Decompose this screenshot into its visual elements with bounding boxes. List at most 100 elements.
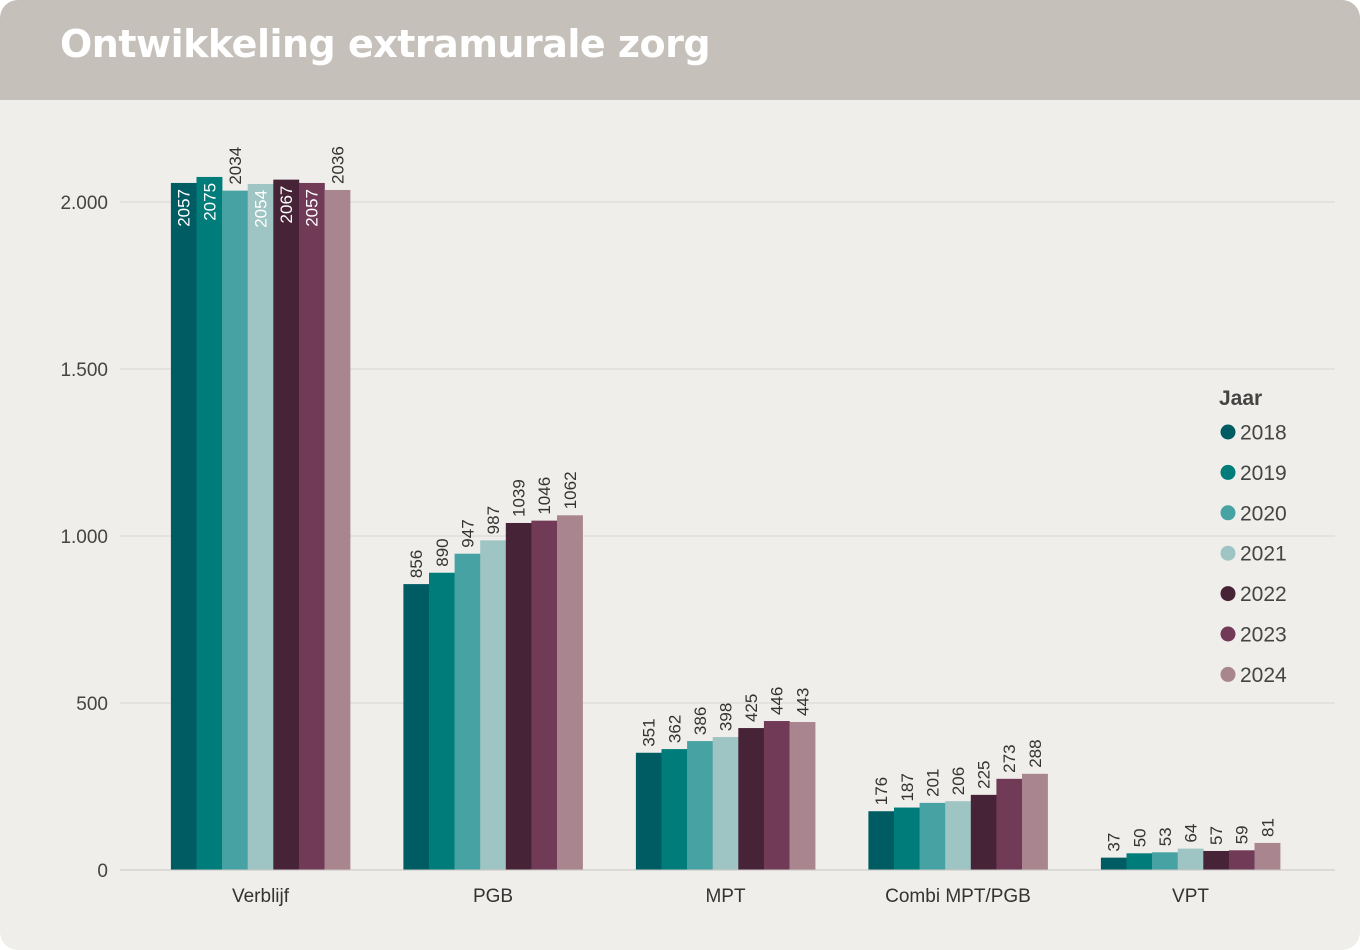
legend-swatch-2021 [1220,545,1236,561]
data-label: 398 [717,703,736,731]
bar-2024-combi-mpt-pgb [1022,773,1048,870]
bar-2024-vpt [1254,842,1281,870]
bar-2019-pgb [429,572,455,870]
data-label: 53 [1156,827,1175,846]
data-label: 1062 [561,471,580,509]
x-category-label: PGB [473,886,513,907]
data-label: 890 [433,538,452,566]
legend-label-2023: 2023 [1240,624,1287,647]
data-label: 2034 [226,147,245,185]
y-tick-label: 0 [97,861,108,882]
data-label: 351 [640,718,659,746]
legend-swatch-2023 [1220,626,1236,642]
data-label: 2057 [303,189,322,227]
data-label: 201 [923,768,942,796]
legend-label-2020: 2020 [1240,502,1287,525]
bar-2019-mpt [661,749,688,870]
bar-2024-verblijf [324,189,351,870]
bars [170,176,1281,871]
data-label: 206 [949,767,968,795]
legend-title: Jaar [1219,387,1262,410]
header-bar: Ontwikkeling extramurale zorg [0,0,1360,100]
x-category-label: MPT [705,886,746,907]
legend-label-2018: 2018 [1240,422,1287,445]
bar-2019-combi-mpt-pgb [894,807,920,870]
bar-2021-verblijf [247,183,274,871]
bar-2020-combi-mpt-pgb [919,802,946,870]
legend-label-2024: 2024 [1240,664,1287,687]
data-label: 2054 [252,190,271,228]
bar-2018-verblijf [170,182,197,870]
bar-2019-vpt [1126,853,1153,870]
x-category-label: VPT [1172,886,1209,907]
legend-label-2022: 2022 [1240,583,1287,606]
x-category-label: Combi MPT/PGB [885,886,1031,907]
data-label: 2075 [200,183,219,221]
chart-title: Ontwikkeling extramurale zorg [60,22,711,66]
legend-label-2021: 2021 [1240,543,1287,566]
legend-swatch-2019 [1220,464,1236,480]
data-label: 987 [484,506,503,534]
data-label: 2067 [277,186,296,224]
bar-2020-vpt [1152,852,1178,870]
bar-2021-pgb [480,540,507,870]
bar-2020-mpt [687,741,713,870]
legend: Jaar 2018 2019 2020 2021 2022 2023 2024 [1219,387,1287,687]
bar-2020-verblijf [222,190,248,871]
data-label: 50 [1130,828,1149,847]
bar-2018-vpt [1100,857,1127,870]
data-label: 187 [898,773,917,801]
data-label: 1039 [510,479,529,517]
data-label: 362 [665,715,684,743]
bar-2022-verblijf [273,179,300,870]
data-label: 856 [407,550,426,578]
data-labels: 2057 2075 2034 2054 2067 2057 2036 856 890 947 987… [175,146,1278,851]
y-tick-label: 1.500 [60,360,108,381]
data-label: 225 [975,760,994,788]
bar-2021-vpt [1177,848,1204,870]
data-label: 273 [1000,744,1019,772]
y-tick-label: 2.000 [60,193,108,214]
axes: 0 500 1.000 1.500 2.000 Verblijf PGB MPT Combi M… [60,193,1335,907]
data-label: 425 [742,694,761,722]
data-label: 59 [1233,825,1252,844]
legend-label-2019: 2019 [1240,462,1287,485]
data-label: 57 [1207,826,1226,845]
bar-2023-combi-mpt-pgb [996,778,1023,870]
data-label: 2036 [328,146,347,184]
data-label: 64 [1182,824,1201,843]
legend-swatch-2022 [1220,586,1236,602]
bar-2024-pgb [557,515,583,870]
data-label: 386 [691,707,710,735]
legend-swatch-2024 [1220,666,1236,682]
x-category-label: Verblijf [232,886,290,907]
data-label: 446 [768,687,787,715]
legend-swatch-2018 [1220,424,1236,440]
data-label: 288 [1026,739,1045,767]
data-label: 1046 [535,477,554,515]
bar-2019-verblijf [196,176,223,870]
bar-2023-vpt [1228,850,1255,870]
bar-2021-combi-mpt-pgb [945,801,972,870]
bar-2018-pgb [403,584,430,870]
y-tick-label: 500 [76,694,108,715]
legend-swatch-2020 [1220,505,1236,521]
bar-2022-vpt [1203,850,1230,870]
bar-2022-pgb [505,522,532,870]
bar-2020-pgb [454,553,481,870]
data-label: 443 [793,688,812,716]
data-label: 37 [1105,833,1124,852]
y-tick-label: 1.000 [60,527,108,548]
bar-2018-combi-mpt-pgb [868,811,895,870]
bar-2024-mpt [789,722,816,870]
bar-2023-pgb [531,520,558,870]
data-label: 2057 [175,189,194,227]
data-label: 81 [1258,818,1277,837]
bar-2022-mpt [738,728,765,870]
bar-2023-verblijf [298,182,325,870]
bar-2023-mpt [763,721,790,870]
bar-2018-mpt [635,752,662,870]
data-label: 947 [458,519,477,547]
